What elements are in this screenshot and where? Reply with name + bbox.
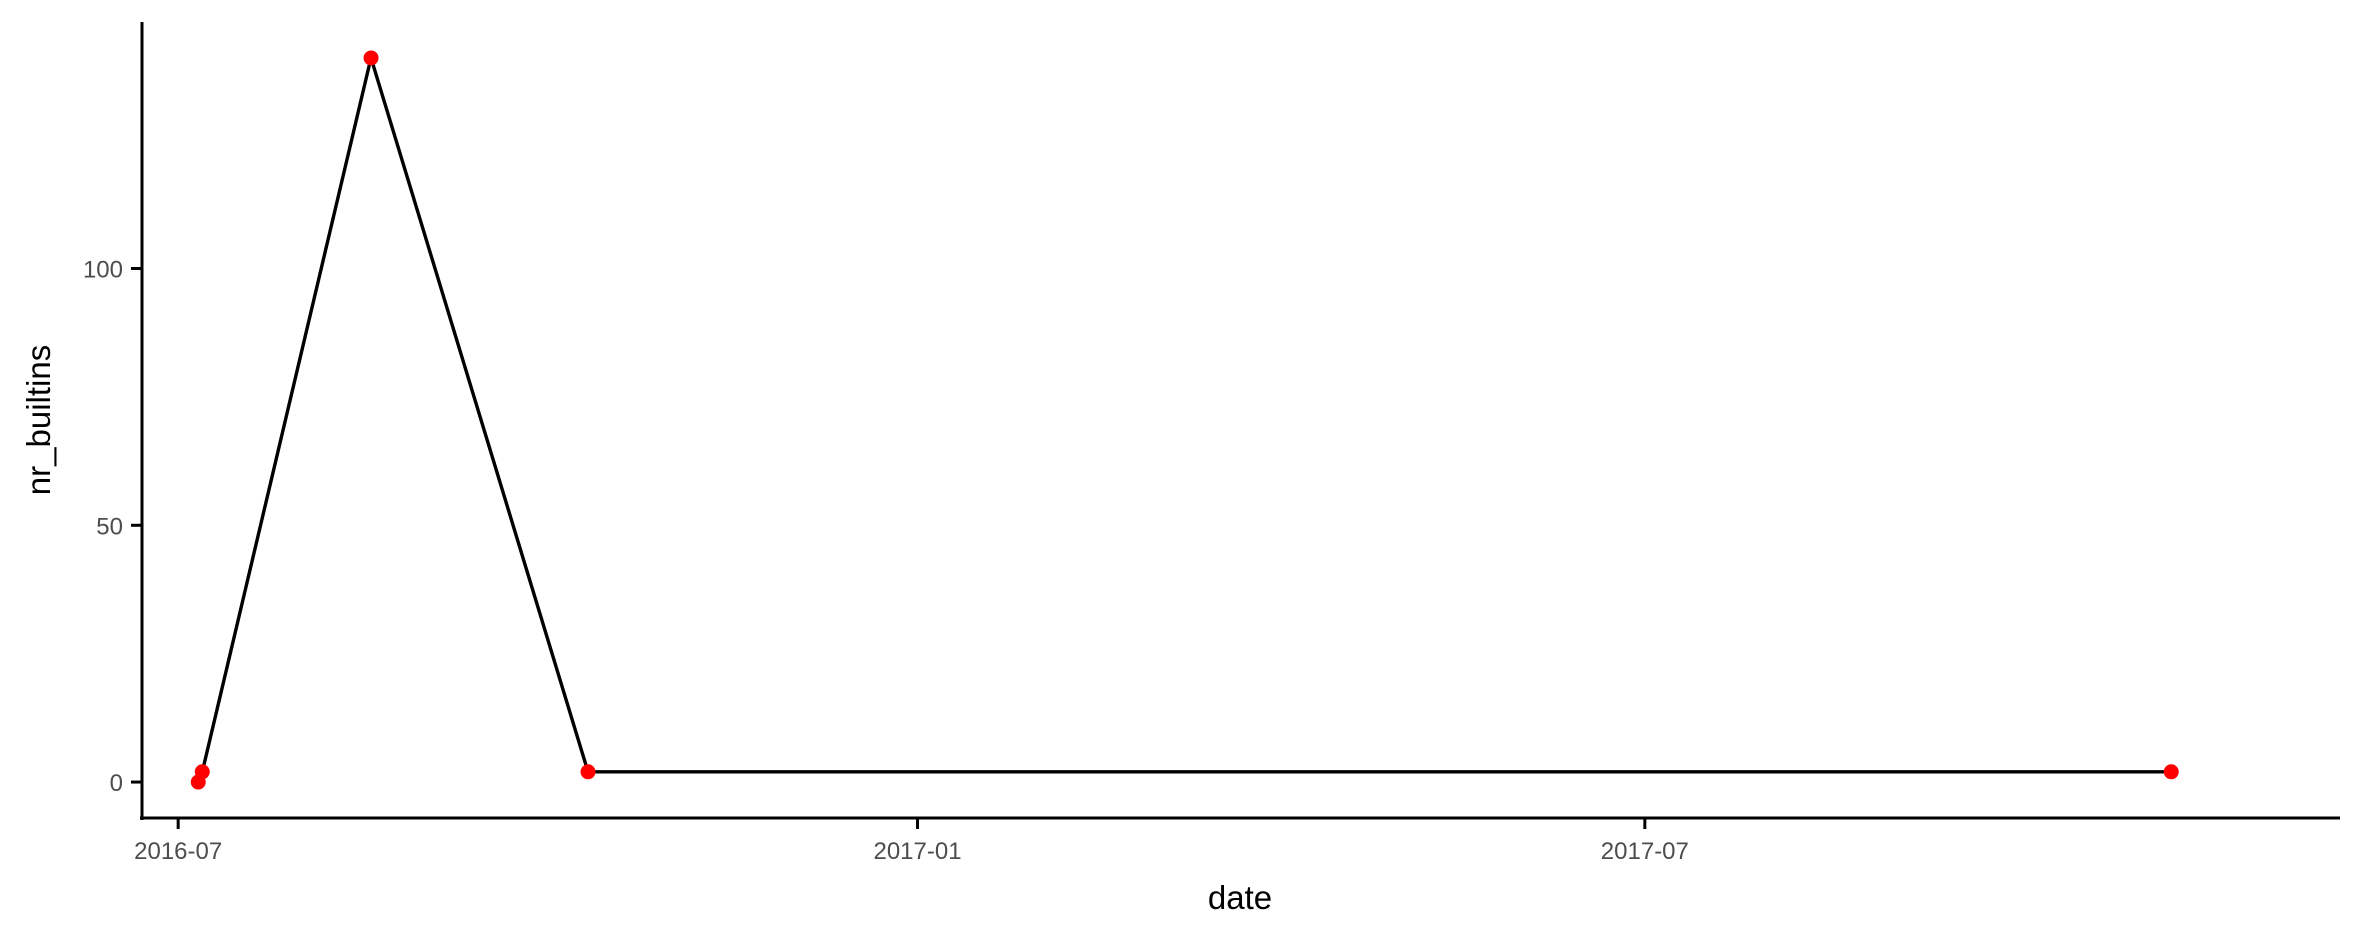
data-point	[2163, 764, 2179, 780]
x-tick-label: 2017-01	[873, 838, 961, 865]
axes	[140, 22, 2340, 820]
x-tick-label: 2016-07	[134, 838, 222, 865]
series-line	[196, 51, 2172, 783]
x-tick-label: 2017-07	[1601, 838, 1689, 865]
x-axis-title: date	[1208, 879, 1272, 916]
ticks: 2016-07 2017-01 2017-07 0 50 100	[83, 257, 1689, 865]
data-point	[363, 50, 379, 66]
y-tick-label: 0	[110, 770, 123, 797]
plot-area	[190, 50, 2179, 790]
y-tick-label: 50	[96, 513, 123, 540]
y-tick-label: 100	[83, 257, 123, 284]
y-axis-title: nr_builtins	[20, 345, 57, 495]
data-point	[194, 764, 210, 780]
data-point	[580, 764, 596, 780]
